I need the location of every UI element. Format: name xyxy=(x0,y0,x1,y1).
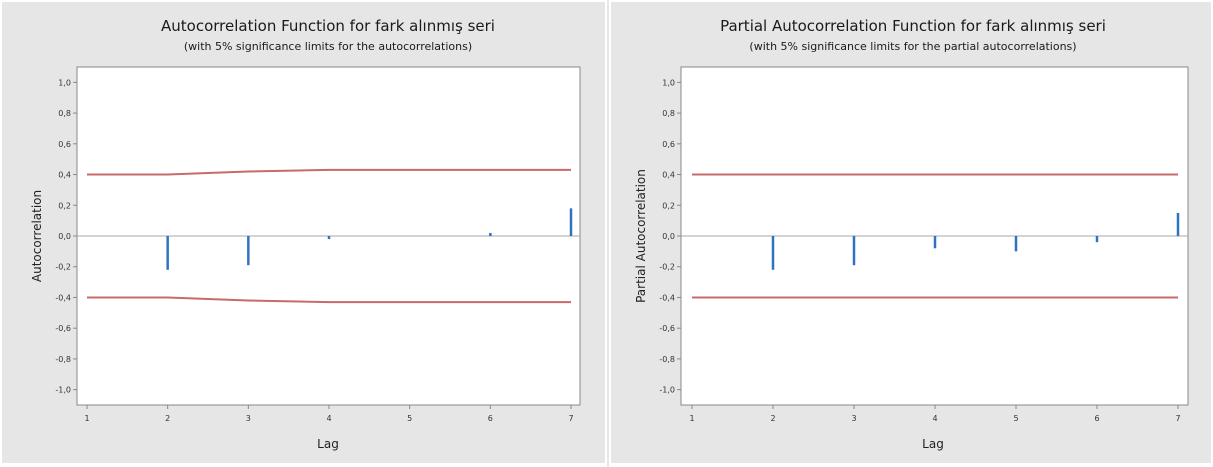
acf-marks xyxy=(77,168,580,304)
pacf-chart-panel: Partial Autocorrelation Function for far… xyxy=(611,2,1211,463)
acf-y-axis-label: Autocorrelation xyxy=(30,190,44,282)
acf-lower-significance-limit xyxy=(87,296,571,304)
pacf-y-tick-label: 0,0 xyxy=(662,232,675,241)
pacf-chart-title: Partial Autocorrelation Function for far… xyxy=(720,17,1106,35)
acf-upper-significance-limit xyxy=(87,168,571,176)
pacf-y-tick-label: 0,4 xyxy=(662,171,675,180)
acf-y-tick-label: 0,6 xyxy=(58,140,71,149)
pacf-x-tick-label: 2 xyxy=(770,414,775,423)
pacf-y-tick-label: -0,8 xyxy=(659,355,675,364)
pacf-x-tick-label: 5 xyxy=(1013,414,1018,423)
acf-x-tick-label: 5 xyxy=(407,414,412,423)
acf-y-tick-label: 1,0 xyxy=(58,78,71,87)
pacf-y-tick-label: 0,6 xyxy=(662,140,675,149)
acf-x-tick-label: 1 xyxy=(84,414,89,423)
acf-x-tick-label: 2 xyxy=(165,414,170,423)
acf-y-tick-label: -0,8 xyxy=(55,355,71,364)
acf-x-tick-label: 4 xyxy=(326,414,331,423)
pacf-x-tick-label: 1 xyxy=(689,414,694,423)
pacf-x-tick-label: 4 xyxy=(932,414,937,423)
acf-y-tick-label: 0,2 xyxy=(58,201,71,210)
pacf-marks xyxy=(681,173,1188,299)
pacf-y-tick-label: 1,0 xyxy=(662,78,675,87)
pacf-y-tick-label: -0,2 xyxy=(659,263,675,272)
acf-y-tick-label: 0,4 xyxy=(58,171,71,180)
acf-y-tick-label: 0,0 xyxy=(58,232,71,241)
acf-y-tick-label: -0,6 xyxy=(55,324,71,333)
acf-y-tick-label: -0,2 xyxy=(55,263,71,272)
acf-x-axis-label: Lag xyxy=(317,437,339,451)
acf-chart-title: Autocorrelation Function for fark alınmı… xyxy=(161,17,495,35)
pacf-x-tick-label: 7 xyxy=(1175,414,1180,423)
acf-x-tick-label: 6 xyxy=(488,414,493,423)
acf-y-tick-label: -1,0 xyxy=(55,386,71,395)
acf-chart-panel: Autocorrelation Function for fark alınmı… xyxy=(2,2,605,463)
acf-chart-subtitle: (with 5% significance limits for the aut… xyxy=(184,40,472,53)
acf-axes: 1,0 0,8 0,6 0,4 0,2 0,0 -0,2 -0,4 -0,6 -0,8 -1,0 1 2… xyxy=(55,78,573,423)
pacf-x-axis-label: Lag xyxy=(922,437,944,451)
acf-y-tick-label: 0,8 xyxy=(58,109,71,118)
pacf-axes: 1,0 0,8 0,6 0,4 0,2 0,0 -0,2 -0,4 -0,6 -0,8 -1,0 1 2… xyxy=(659,78,1180,423)
pacf-y-tick-label: -1,0 xyxy=(659,386,675,395)
pacf-y-axis-label: Partial Autocorrelation xyxy=(634,169,648,303)
pacf-chart-subtitle: (with 5% significance limits for the par… xyxy=(749,40,1076,53)
acf-x-tick-label: 7 xyxy=(568,414,573,423)
acf-x-tick-label: 3 xyxy=(246,414,251,423)
pacf-x-tick-label: 3 xyxy=(851,414,856,423)
pacf-y-tick-label: -0,6 xyxy=(659,324,675,333)
pacf-x-tick-label: 6 xyxy=(1094,414,1099,423)
pacf-y-tick-label: -0,4 xyxy=(659,293,675,302)
pacf-y-tick-label: 0,8 xyxy=(662,109,675,118)
pacf-y-tick-label: 0,2 xyxy=(662,201,675,210)
acf-y-tick-label: -0,4 xyxy=(55,293,71,302)
